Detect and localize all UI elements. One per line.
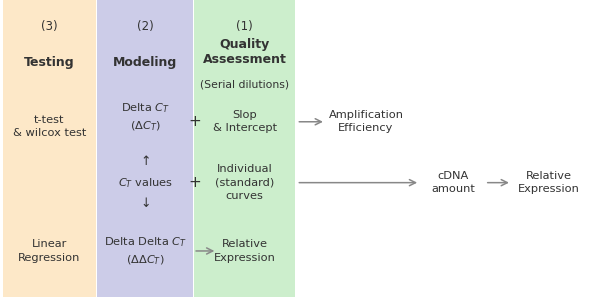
Text: Delta $C_T$
($\Delta C_T$): Delta $C_T$ ($\Delta C_T$) [121,102,170,133]
Text: Relative
Expression: Relative Expression [214,239,276,263]
Text: ↓: ↓ [140,197,151,210]
Text: (1): (1) [236,20,253,33]
Text: +: + [188,114,202,129]
Text: Slop
& Intercept: Slop & Intercept [213,110,277,133]
Text: (2): (2) [137,20,154,33]
Text: t-test
& wilcox test: t-test & wilcox test [13,115,86,138]
Bar [194,0,295,297]
Text: Relative
Expression: Relative Expression [518,171,580,194]
Text: cDNA
amount: cDNA amount [431,171,475,194]
Text: Testing: Testing [24,56,74,69]
Text: (Serial dilutions): (Serial dilutions) [200,80,289,90]
Text: Linear
Regression: Linear Regression [18,239,80,263]
Text: (3): (3) [41,20,58,33]
Text: Quality
Assessment: Quality Assessment [203,38,287,66]
Text: Amplification
Efficiency: Amplification Efficiency [329,110,404,133]
Text: $C_T$ values: $C_T$ values [118,176,173,189]
Text: Delta Delta $C_T$
($\Delta\Delta C_T$): Delta Delta $C_T$ ($\Delta\Delta C_T$) [104,235,187,267]
Bar [97,0,193,297]
Text: ↑: ↑ [140,155,151,168]
Bar [3,0,96,297]
Text: Modeling: Modeling [113,56,178,69]
Text: +: + [188,175,202,190]
Text: Individual
(standard)
curves: Individual (standard) curves [215,165,274,201]
